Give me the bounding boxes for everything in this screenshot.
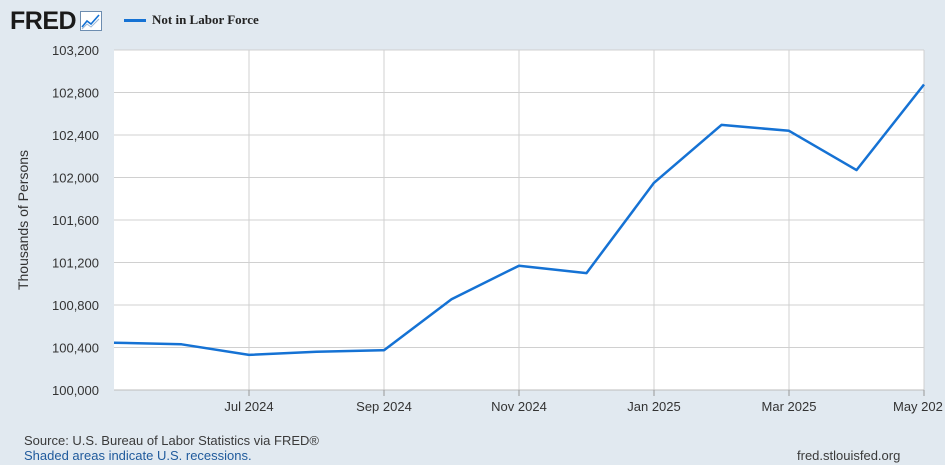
fred-logo[interactable]: FRED xyxy=(10,6,77,35)
y-tick-label: 102,800 xyxy=(52,86,99,101)
fred-header: FRED xyxy=(10,6,103,36)
source-text: Source: U.S. Bureau of Labor Statistics … xyxy=(24,433,319,448)
recession-note-link[interactable]: Shaded areas indicate U.S. recessions. xyxy=(24,448,252,463)
y-tick-label: 100,800 xyxy=(52,298,99,313)
x-tick-label: Sep 2024 xyxy=(356,399,412,414)
legend-label: Not in Labor Force xyxy=(152,12,259,27)
y-tick-label: 101,200 xyxy=(52,256,99,271)
site-url[interactable]: fred.stlouisfed.org xyxy=(797,448,901,463)
x-tick-label: Mar 2025 xyxy=(762,399,817,414)
y-tick-label: 103,200 xyxy=(52,43,99,58)
legend-swatch xyxy=(124,18,146,22)
y-axis-ticks: 100,000 100,400 100,800 101,200 101,600 102,0… xyxy=(52,43,99,398)
x-tick-label: May 202 xyxy=(893,399,943,414)
y-axis-label: Thousands of Persons xyxy=(15,150,31,290)
y-tick-label: 100,400 xyxy=(52,341,99,356)
x-tick-label: Jul 2024 xyxy=(224,399,273,414)
line-chart-icon xyxy=(80,11,103,31)
y-tick-label: 102,400 xyxy=(52,128,99,143)
x-tick-label: Jan 2025 xyxy=(627,399,681,414)
y-tick-label: 102,000 xyxy=(52,171,99,186)
y-tick-label: 100,000 xyxy=(52,383,99,398)
x-tick-label: Nov 2024 xyxy=(491,399,547,414)
chart-legend: Not in Labor Force xyxy=(124,12,259,28)
y-tick-label: 101,600 xyxy=(52,213,99,228)
series-line-not-in-labor-force xyxy=(113,83,925,357)
x-axis-ticks: Jul 2024 Sep 2024 Nov 2024 Jan 2025 Mar 2025… xyxy=(224,390,943,414)
